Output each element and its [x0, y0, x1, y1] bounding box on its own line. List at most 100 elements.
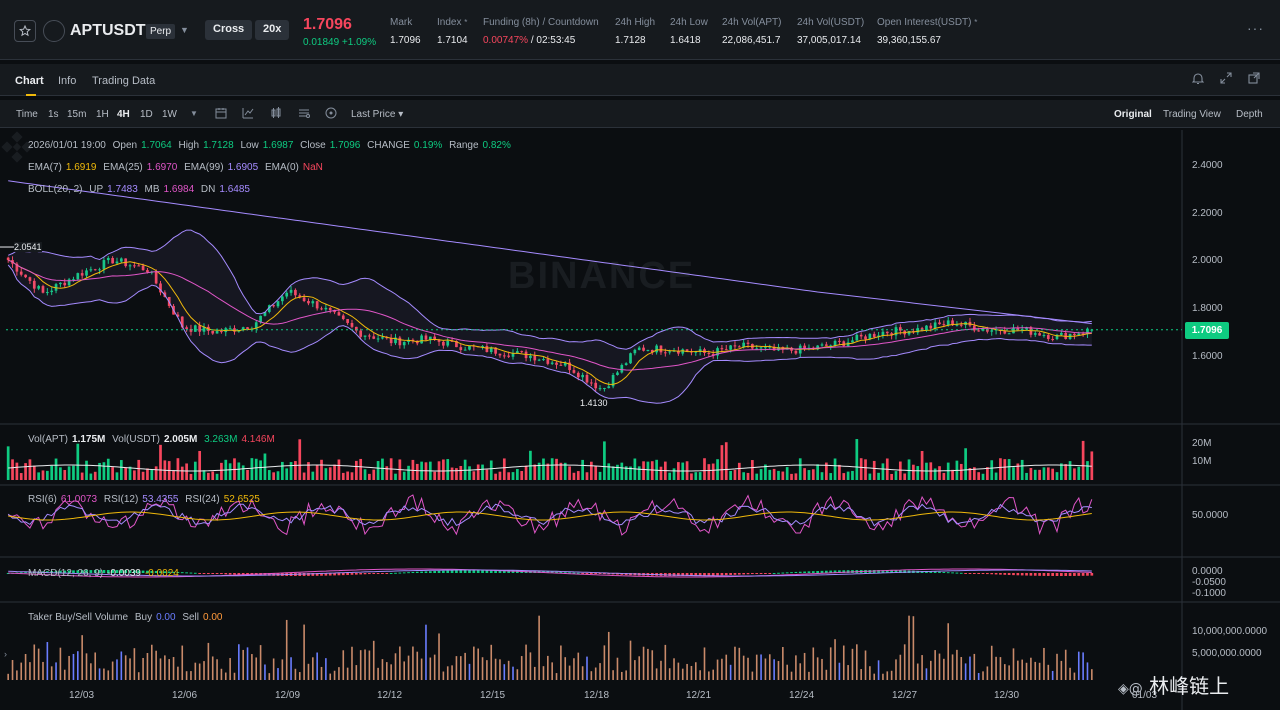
- chart-type-icon[interactable]: [270, 107, 282, 122]
- margin-mode-button[interactable]: Cross: [205, 20, 253, 40]
- macd-histogram-bar: [724, 573, 728, 576]
- volume-bar: [37, 472, 40, 480]
- taker-volume-bar: [842, 645, 845, 680]
- taker-volume-bar: [594, 667, 597, 680]
- volume-bar: [563, 462, 567, 480]
- volume-bar: [550, 458, 554, 480]
- taker-volume-bar: [68, 655, 70, 680]
- chart-area[interactable]: BINANCE 2026/01/01 19:00 Open 1.7064 High…: [0, 130, 1280, 710]
- rsi-legend: RSI(6) 61.0073 RSI(12) 53.4355 RSI(24) 52.6…: [28, 494, 260, 505]
- volume-bar: [733, 469, 737, 480]
- taker-volume-bar: [964, 663, 967, 680]
- candle-body: [463, 349, 467, 351]
- price-mode-select[interactable]: Last Price ▾: [351, 109, 404, 120]
- ema25-line: [8, 259, 1092, 371]
- taker-volume-bar: [507, 660, 510, 680]
- taker-volume-bar: [747, 657, 749, 680]
- view-trading-view[interactable]: Trading View: [1163, 109, 1221, 120]
- taker-volume-bar: [673, 658, 675, 680]
- popout-icon[interactable]: [1248, 72, 1260, 87]
- macd-histogram-bar: [19, 572, 23, 574]
- candle-body: [45, 292, 49, 294]
- taker-volume-bar: [947, 623, 950, 680]
- volume-bar: [581, 459, 584, 480]
- macd-histogram-bar: [446, 570, 450, 573]
- taker-volume-bar: [934, 650, 936, 680]
- macd-histogram-bar: [703, 573, 706, 576]
- interval-dropdown-icon[interactable]: ▼: [190, 109, 198, 118]
- settings-list-icon[interactable]: [298, 107, 310, 122]
- indicators-icon[interactable]: [242, 107, 254, 122]
- volume-bar: [289, 462, 293, 480]
- tab-info[interactable]: Info: [58, 75, 77, 87]
- taker-volume-bar: [264, 664, 266, 680]
- taker-volume-bar: [90, 663, 92, 680]
- taker-volume-bar: [433, 654, 436, 680]
- taker-volume-bar: [838, 662, 841, 680]
- candle-body: [137, 265, 141, 267]
- volume-bar: [1033, 469, 1037, 480]
- volume-bar: [690, 473, 693, 480]
- volume-bar: [698, 472, 702, 480]
- macd-histogram-bar: [672, 573, 676, 576]
- alert-bell-icon[interactable]: [1191, 72, 1205, 88]
- taker-volume-bar: [320, 666, 323, 680]
- view-depth[interactable]: Depth: [1236, 109, 1263, 120]
- calendar-icon[interactable]: [215, 107, 227, 122]
- view-original[interactable]: Original: [1114, 109, 1152, 120]
- macd-histogram-bar: [237, 573, 241, 575]
- macd-histogram-bar: [555, 571, 558, 573]
- candle-body: [302, 297, 306, 302]
- more-options-icon[interactable]: ···: [1247, 20, 1264, 36]
- candle-body: [93, 269, 97, 271]
- volume-bar: [816, 464, 819, 480]
- candle-body: [111, 258, 114, 264]
- interval-1d[interactable]: 1D: [140, 109, 153, 120]
- target-icon[interactable]: [325, 107, 337, 122]
- taker-volume-bar: [607, 631, 610, 680]
- macd-histogram-bar: [450, 570, 454, 573]
- volume-bar: [1007, 459, 1011, 480]
- favorite-star-icon[interactable]: [14, 20, 36, 42]
- candle-body: [838, 340, 841, 342]
- chart-canvas[interactable]: [0, 130, 1280, 710]
- volume-bar: [751, 460, 754, 480]
- interval-1w[interactable]: 1W: [162, 109, 177, 120]
- taker-volume-bar: [503, 664, 506, 680]
- volume-bar: [903, 473, 907, 480]
- candle-body: [1055, 334, 1059, 340]
- taker-volume-bar: [660, 660, 662, 680]
- taker-volume-bar: [455, 656, 458, 680]
- interval-1h[interactable]: 1H: [96, 109, 109, 120]
- macd-histogram-bar: [350, 573, 354, 575]
- volume-bar: [1046, 467, 1050, 480]
- volume-bar: [851, 470, 854, 480]
- interval-1s[interactable]: 1s: [48, 109, 59, 120]
- taker-volume-bar: [490, 644, 493, 680]
- taker-volume-bar: [277, 668, 279, 680]
- symbol-dropdown-icon[interactable]: ▼: [180, 25, 189, 35]
- volume-bar: [942, 472, 946, 480]
- taker-volume-bar: [573, 658, 575, 680]
- taker-volume-bar: [268, 673, 271, 680]
- candle-body: [890, 333, 893, 336]
- symbol-name[interactable]: APTUSDT: [70, 22, 146, 39]
- tab-chart[interactable]: Chart: [15, 75, 44, 87]
- taker-volume-bar: [229, 658, 231, 680]
- taker-volume-bar: [233, 672, 236, 680]
- volume-bar: [568, 466, 571, 480]
- macd-histogram-bar: [685, 573, 689, 576]
- volume-bar: [972, 467, 976, 480]
- candle-body: [294, 289, 297, 296]
- macd-histogram-bar: [102, 570, 106, 573]
- collapse-arrow-icon[interactable]: ›: [4, 649, 7, 659]
- expand-icon[interactable]: [1220, 72, 1232, 87]
- leverage-button[interactable]: 20x: [255, 20, 290, 40]
- volume-bar: [476, 464, 480, 480]
- volume-bar: [624, 466, 628, 480]
- macd-histogram-bar: [93, 570, 97, 573]
- interval-15m[interactable]: 15m: [67, 109, 87, 120]
- volume-bar: [337, 459, 341, 480]
- interval-4h[interactable]: 4H: [117, 109, 130, 120]
- tab-trading-data[interactable]: Trading Data: [92, 75, 156, 87]
